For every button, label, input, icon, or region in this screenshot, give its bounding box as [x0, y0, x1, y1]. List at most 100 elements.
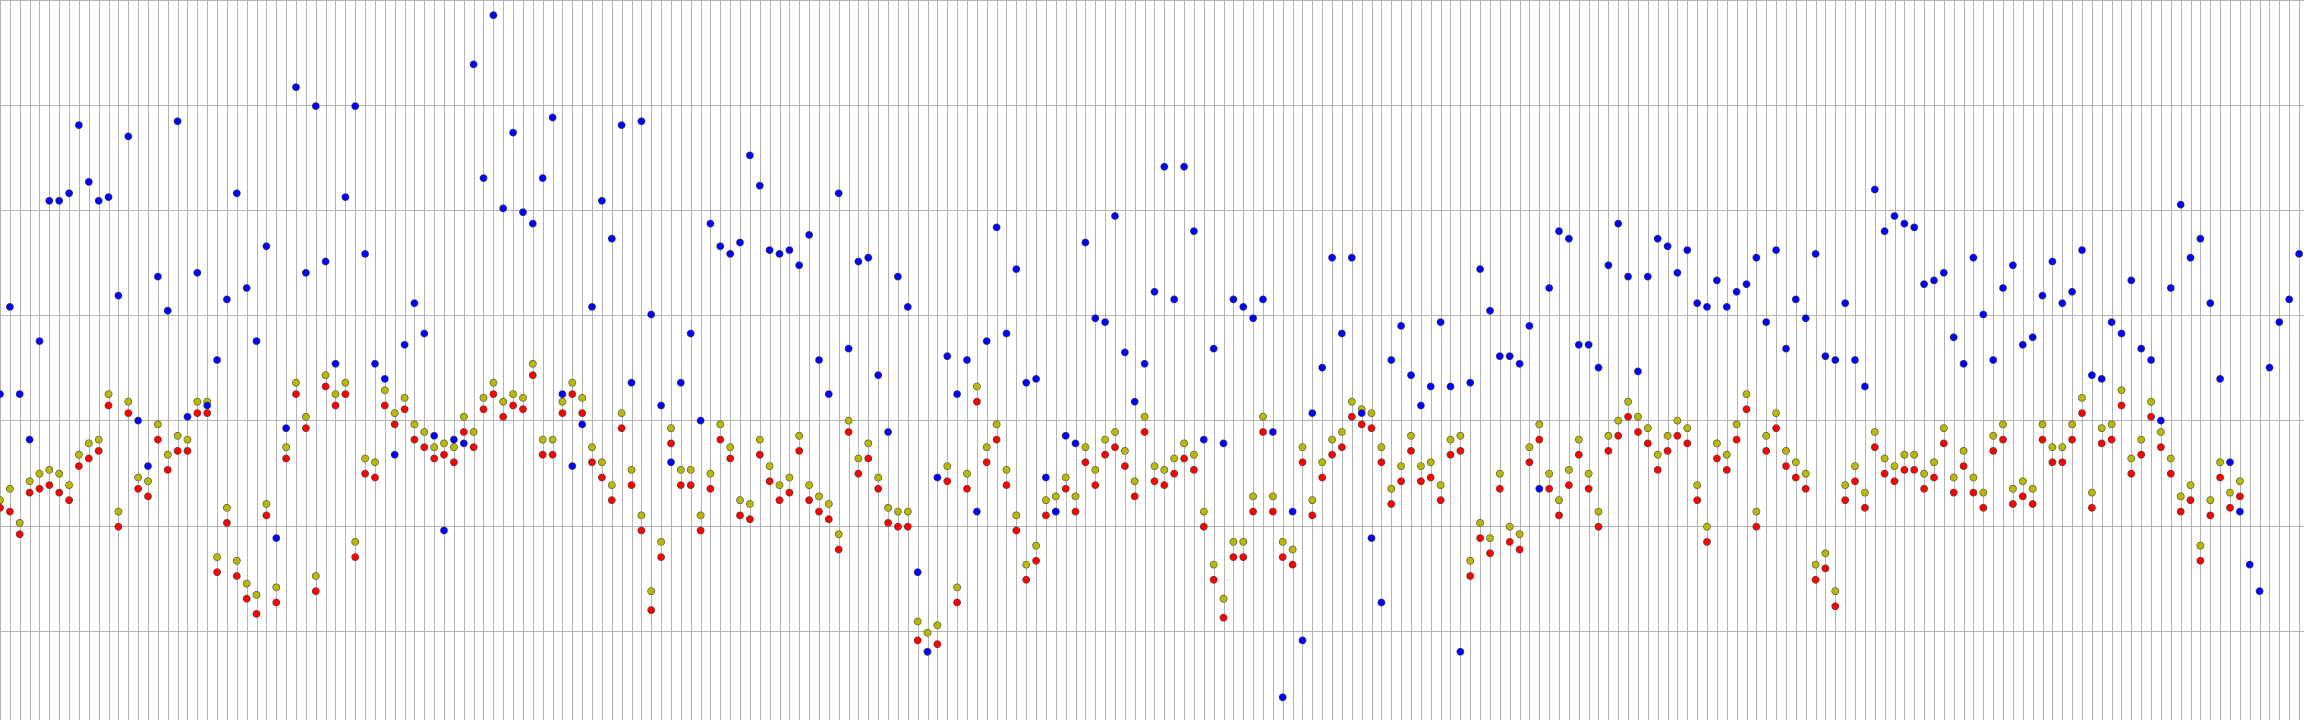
data-point [746, 151, 754, 160]
data-point [568, 390, 577, 398]
data-point [1742, 405, 1751, 414]
data-point [1663, 242, 1672, 251]
data-point [1229, 295, 1238, 304]
data-point [2058, 443, 2067, 452]
data-point [824, 390, 833, 398]
data-point [1130, 492, 1139, 501]
data-point [1999, 420, 2007, 429]
data-point [627, 481, 636, 489]
data-point [1880, 227, 1889, 236]
data-point [588, 302, 596, 311]
data-point [420, 329, 429, 338]
data-point [726, 454, 735, 463]
data-point [1140, 428, 1149, 436]
data-point [272, 534, 281, 542]
data-point [489, 390, 498, 398]
data-point [163, 306, 172, 315]
data-point [657, 401, 665, 410]
data-point [1446, 435, 1455, 444]
data-point [1249, 314, 1257, 323]
data-point [0, 390, 4, 398]
data-point [805, 481, 813, 489]
data-point [252, 610, 261, 618]
data-point [1091, 481, 1100, 489]
data-point [578, 420, 587, 429]
data-point [2156, 428, 2165, 436]
data-point [696, 526, 705, 535]
data-point [1920, 280, 1928, 289]
data-point [213, 553, 221, 561]
data-point [1959, 359, 1968, 368]
data-point [676, 481, 685, 489]
data-point [5, 302, 14, 311]
data-point [1801, 469, 1810, 478]
data-point [282, 424, 290, 433]
data-point [1456, 446, 1465, 455]
data-point [104, 401, 113, 410]
data-point [1278, 553, 1287, 561]
data-point [2156, 416, 2165, 425]
data-point [272, 583, 281, 592]
data-point [1584, 340, 1593, 349]
data-point [2127, 469, 2136, 478]
data-point [1446, 382, 1455, 391]
data-point [292, 83, 300, 92]
data-point [775, 496, 784, 505]
data-point [755, 435, 764, 444]
data-point [1821, 352, 1830, 361]
data-point [2097, 439, 2106, 448]
data-point [1417, 477, 1425, 486]
data-point [1121, 348, 1129, 357]
data-point [114, 507, 123, 516]
data-point [2097, 374, 2106, 383]
data-point [1900, 465, 1909, 474]
data-point [1574, 435, 1583, 444]
data-point [341, 378, 350, 387]
data-point [844, 428, 853, 436]
data-point [5, 484, 14, 493]
data-point [943, 477, 952, 486]
data-point [1269, 507, 1277, 516]
data-point [726, 443, 735, 452]
data-point [1673, 416, 1682, 425]
data-point [1239, 538, 1248, 546]
data-point [35, 337, 44, 345]
data-point [1713, 454, 1721, 463]
data-point [1209, 575, 1218, 584]
data-point [1397, 477, 1405, 486]
data-point [2137, 435, 2146, 444]
data-point [1703, 522, 1711, 531]
data-point [1614, 219, 1623, 228]
data-point [341, 193, 350, 201]
data-point [1051, 507, 1060, 516]
data-point [509, 390, 517, 398]
data-point [2285, 295, 2294, 304]
data-point [1338, 443, 1346, 452]
data-point [1357, 409, 1366, 417]
data-point [1762, 431, 1771, 440]
data-point [1081, 458, 1090, 467]
data-point [992, 223, 1001, 232]
data-point [390, 450, 399, 459]
data-point [696, 511, 705, 520]
data-point [242, 579, 251, 588]
data-point [2206, 299, 2215, 308]
data-point [1831, 356, 1840, 364]
data-point [65, 496, 73, 505]
data-point [1811, 560, 1820, 569]
data-point [1505, 352, 1514, 361]
data-point [1910, 450, 1919, 459]
data-point [1643, 272, 1652, 281]
data-points [0, 11, 2303, 702]
data-point [1022, 575, 1031, 584]
data-point [371, 359, 379, 368]
data-point [1604, 446, 1613, 455]
data-point [459, 428, 468, 436]
data-point [1643, 424, 1652, 433]
data-point [795, 446, 804, 455]
data-point [430, 443, 439, 452]
data-point [1486, 306, 1494, 315]
data-point [2058, 299, 2067, 308]
data-point [1219, 594, 1228, 603]
data-point [1594, 363, 1603, 372]
